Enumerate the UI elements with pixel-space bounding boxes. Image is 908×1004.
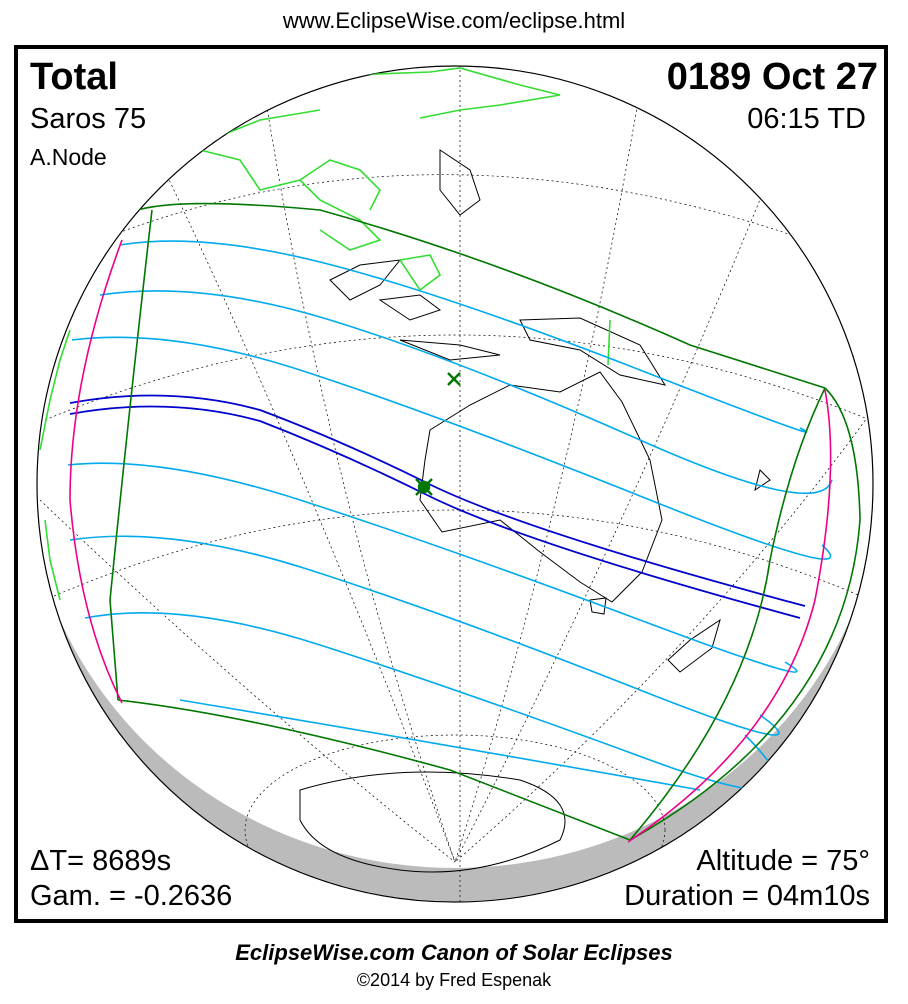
- rise-set-curves: [69, 239, 832, 843]
- penumbral-magnitude-lines: [67, 240, 833, 791]
- land-daylight-outlines: [39, 67, 611, 601]
- globe-outline: [36, 65, 874, 903]
- eclipse-time: 06:15 TD: [747, 103, 866, 135]
- saros-number: Saros 75: [30, 103, 147, 135]
- sun-altitude: Altitude = 75°: [696, 845, 870, 877]
- central-path-limits: [69, 394, 806, 619]
- eclipse-type: Total: [30, 56, 118, 98]
- delta-t: ΔT= 8689s: [30, 845, 172, 877]
- eclipse-date: 0189 Oct 27: [666, 56, 878, 98]
- gamma: Gam. = -0.2636: [30, 880, 233, 912]
- night-shadow: [60, 620, 850, 902]
- duration: Duration = 04m10s: [624, 880, 870, 912]
- coastlines: [299, 149, 771, 873]
- map-frame: [14, 45, 888, 923]
- node-label: A.Node: [30, 144, 107, 170]
- footer-title: EclipseWise.com Canon of Solar Eclipses: [235, 940, 673, 965]
- graticule: [39, 66, 873, 902]
- source-url: www.EclipseWise.com/eclipse.html: [282, 8, 626, 33]
- footer-copyright: ©2014 by Fred Espenak: [356, 970, 552, 990]
- greatest-eclipse-marker: [415, 478, 433, 496]
- greatest-duration-marker: [447, 372, 461, 386]
- penumbra-limits: [109, 202, 861, 841]
